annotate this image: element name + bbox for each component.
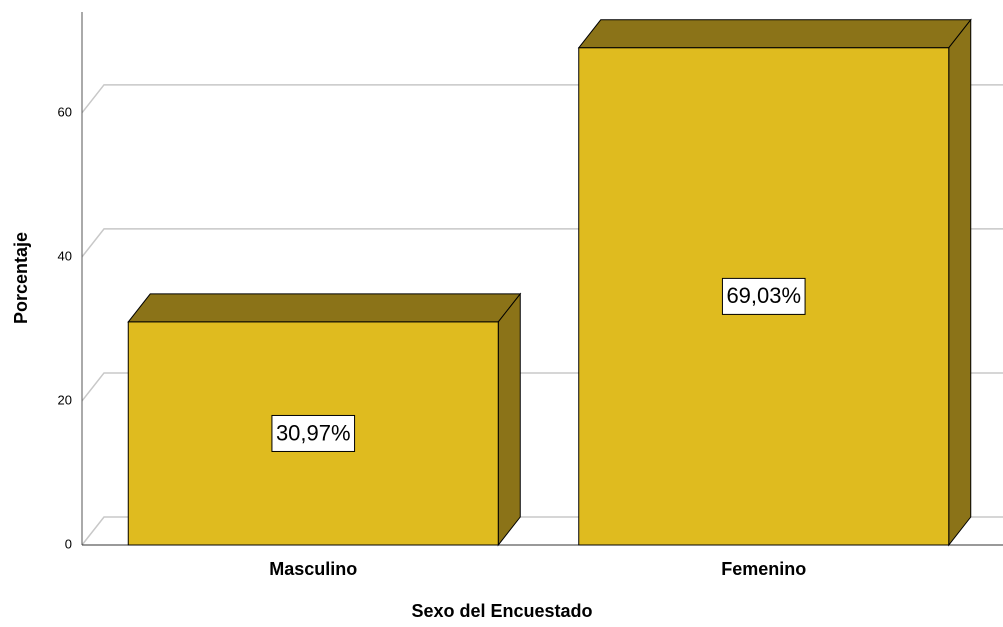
x-tick-label: Masculino [269, 559, 357, 579]
value-label-box [271, 414, 356, 452]
y-tick-label: 40 [58, 248, 72, 263]
value-label: 30,97% [276, 420, 351, 445]
y-tick-label: 0 [65, 536, 72, 551]
y-axis-title: Porcentaje [11, 232, 31, 324]
value-label-box [721, 277, 806, 315]
bar-top [127, 293, 522, 323]
bar-side [497, 292, 521, 547]
value-label: 69,03% [726, 283, 801, 308]
y-tick-label: 20 [58, 392, 72, 407]
y-tick-label: 60 [58, 104, 72, 119]
bar-top [577, 19, 972, 49]
x-tick-label: Femenino [721, 559, 806, 579]
bar-side [948, 18, 972, 547]
x-axis-title: Sexo del Encuestado [411, 601, 592, 621]
